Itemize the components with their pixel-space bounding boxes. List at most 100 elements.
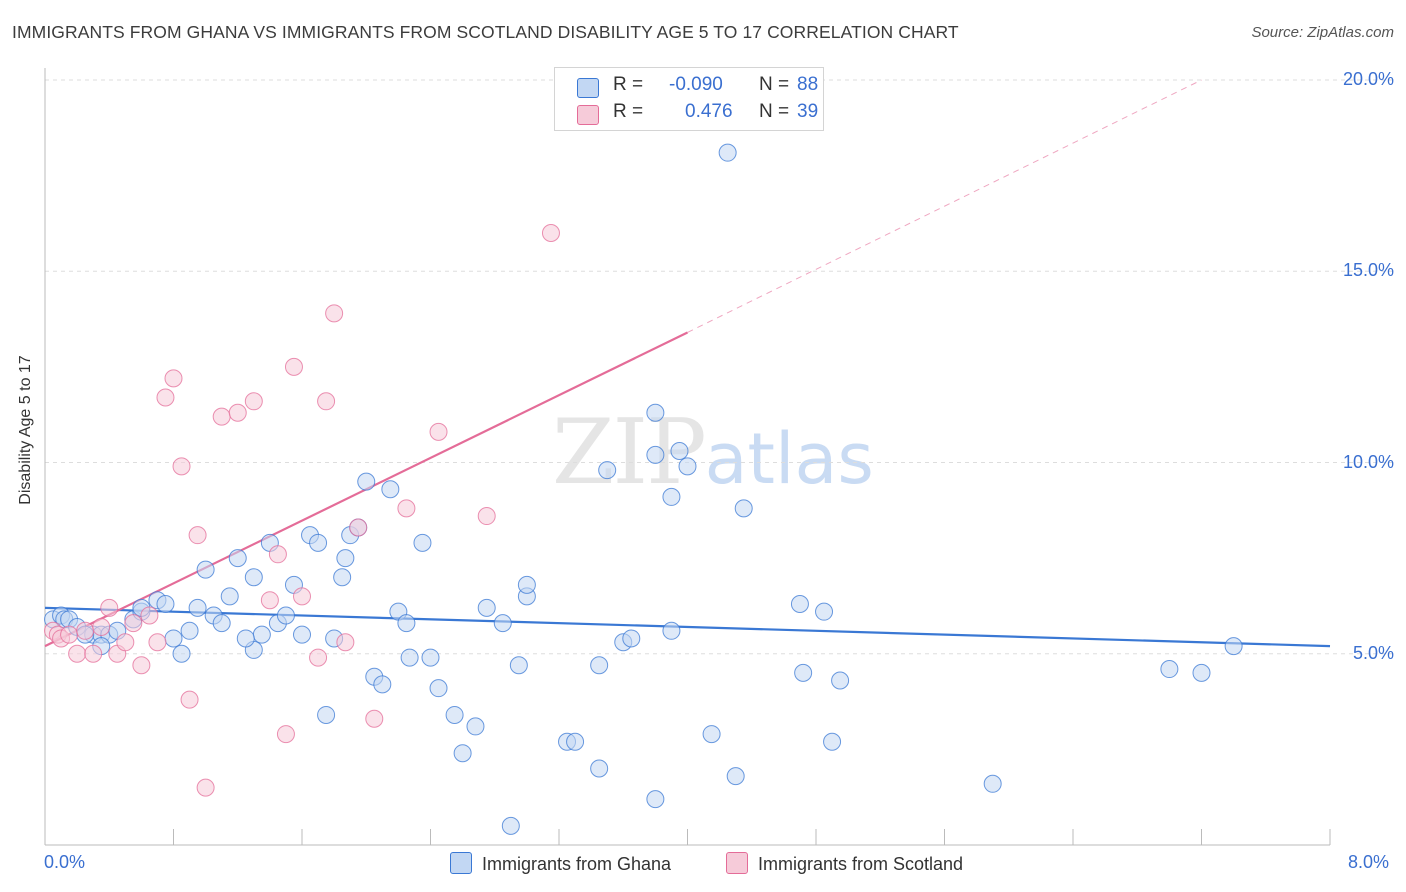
scotland-point-13 [140,606,159,625]
scotland-point-17 [172,457,191,476]
scotland-point-4 [68,644,87,663]
ghana-point-50 [445,705,464,724]
bottom-legend-ghana: Immigrants from Ghana [450,852,671,875]
bottom-legend-swatch-scotland [726,852,748,874]
ghana-point-79 [823,732,842,751]
ghana-point-23 [228,549,247,568]
scotland-point-34 [365,709,384,728]
ghana-point-48 [421,648,440,667]
scotland-point-18 [180,690,199,709]
ghana-point-65 [646,790,665,809]
ghana-point-40 [357,472,376,491]
ghana-point-22 [220,587,239,606]
ghana-point-80 [831,671,850,690]
ghana-point-56 [509,656,528,675]
scotland-point-21 [212,407,231,426]
ghana-point-86 [236,629,255,648]
ghana-point-16 [172,644,191,663]
ghana-point-69 [662,621,681,640]
grid-layer [45,79,1392,655]
scotland-point-36 [429,422,448,441]
watermark-atlas: atlas [704,418,874,500]
scotland-point-6 [84,644,103,663]
scotland-point-24 [260,591,279,610]
ghana-point-52 [466,717,485,736]
legend-n-label-scotland: N = [759,101,790,122]
watermark: ZIPatlas [552,400,874,505]
chart-source: Source: ZipAtlas.com [1251,24,1394,41]
ghana-point-15 [164,629,183,648]
chart-title: IMMIGRANTS FROM GHANA VS IMMIGRANTS FROM… [12,22,959,42]
ghana-trend-line [44,606,1331,648]
scotland-point-35 [397,499,416,518]
ghana-point-37 [336,549,355,568]
scotland-point-26 [276,725,295,744]
points-layer [44,143,1243,835]
ghana-point-21 [212,614,231,633]
ghana-point-64 [622,629,641,648]
ghana-point-42 [373,675,392,694]
scotland-point-11 [124,614,143,633]
scotland-point-14 [148,633,167,652]
scotland-point-31 [325,304,344,323]
y-axis-label-wrap: Disability Age 5 to 17 [6,300,46,560]
ghana-point-71 [678,457,697,476]
ghana-point-26 [252,625,271,644]
ghana-point-36 [333,568,352,587]
scotland-point-30 [317,392,336,411]
scotland-point-32 [336,633,355,652]
ghana-point-81 [983,774,1002,793]
legend-r-value-scotland: 0.476 [685,101,733,122]
scotland-point-5 [76,621,95,640]
x-tick-label-min: 0.0% [44,852,86,872]
ghana-point-49 [429,679,448,698]
ghana-point-60 [566,732,585,751]
scotland-point-7 [92,617,111,636]
ghana-point-76 [790,595,809,614]
scotland-point-29 [309,648,328,667]
ghana-point-66 [646,445,665,464]
ghana-point-54 [493,614,512,633]
legend-r-label-ghana: R = [613,74,644,95]
ghana-point-29 [276,606,295,625]
y-tick-label-20: 20.0% [1342,69,1394,89]
ghana-point-31 [293,625,311,644]
scotland-point-28 [293,587,311,606]
y-tick-label-15: 15.0% [1342,260,1394,281]
scotland-point-15 [156,388,175,407]
legend-r-label-scotland: R = [613,101,644,122]
ghana-point-53 [477,598,496,617]
ghana-point-43 [381,480,400,499]
ghana-point-84 [1224,637,1243,656]
ghana-point-83 [1192,663,1211,682]
ghana-point-85 [598,461,617,480]
ghana-point-55 [501,816,520,835]
ghana-point-75 [734,499,753,518]
ghana-point-47 [413,533,432,552]
axis-layer [44,68,1331,846]
bottom-legend-label-ghana: Immigrants from Ghana [482,854,672,874]
scotland-point-8 [100,598,119,617]
scotland-point-27 [284,357,303,376]
ghana-point-74 [726,767,745,786]
bottom-legend-label-scotland: Immigrants from Scotland [758,854,964,874]
ghana-point-34 [317,705,336,724]
x-tick-label-max: 8.0% [1348,852,1390,872]
y-tick-label-10: 10.0% [1342,451,1394,472]
legend-swatch-ghana [577,78,599,98]
ghana-point-45 [397,614,416,633]
scotland-point-25 [268,545,287,564]
scotland-point-16 [164,369,183,388]
ghana-point-46 [400,648,419,667]
ghana-point-78 [815,602,834,621]
scotland-point-37 [477,507,496,526]
legend-n-value-scotland: 39 [797,101,819,122]
scotland-trend-extension [687,79,1202,333]
ghana-point-61 [590,656,609,675]
correlation-legend: R = -0.090 N = 88 R = 0.476 N = 39 [554,67,824,131]
ghana-point-24 [244,568,263,587]
ghana-point-82 [1160,660,1179,679]
ghana-point-33 [309,533,328,552]
ghana-point-68 [662,487,681,506]
